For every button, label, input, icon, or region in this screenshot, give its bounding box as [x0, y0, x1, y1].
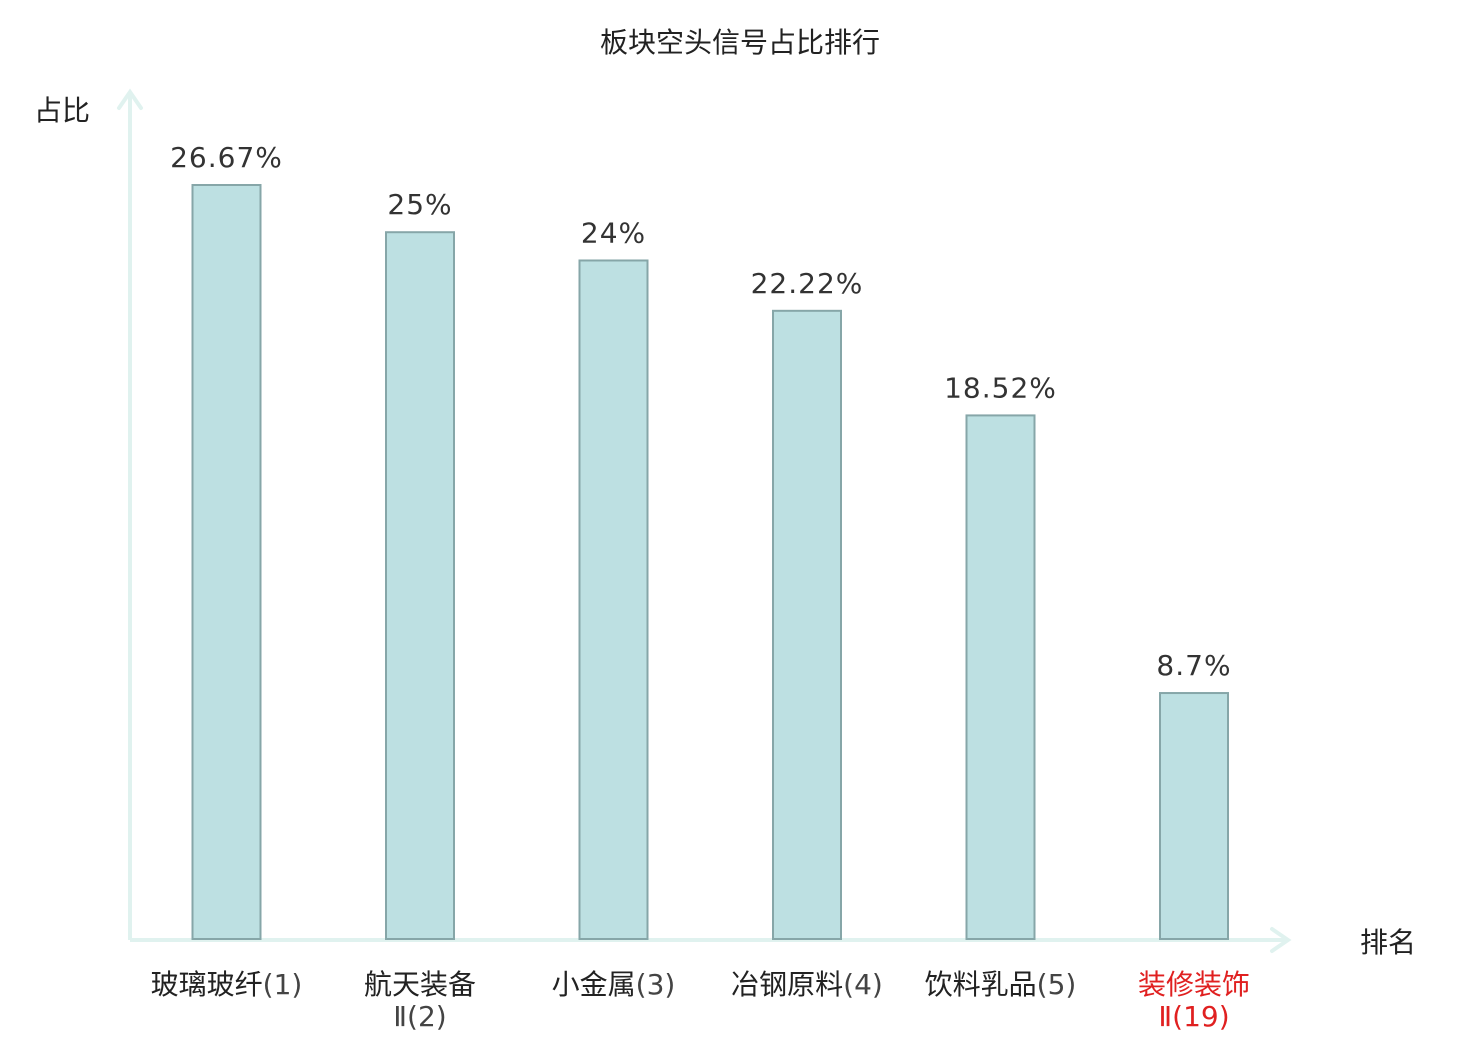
x-axis-label: 排名 — [1360, 926, 1416, 959]
category-name-1: 玻璃玻纤(1) — [151, 968, 303, 1001]
category-name-4: 冶钢原料(4) — [731, 968, 883, 1001]
bar-5 — [965, 414, 1036, 940]
value-label-6: 8.7% — [1156, 649, 1231, 682]
category-name-5: 饮料乳品(5) — [925, 968, 1077, 1001]
category-label-3: 小金属(3) — [552, 968, 676, 1001]
chart-title: 板块空头信号占比排行 — [600, 26, 880, 59]
bar-2 — [385, 231, 455, 940]
value-label-3: 24% — [581, 216, 646, 249]
category-rank-3: (3) — [636, 968, 676, 1001]
bar-3 — [578, 259, 649, 940]
bar-4 — [772, 309, 842, 940]
y-axis-arrow — [117, 88, 143, 110]
bars-group — [191, 184, 1229, 941]
value-labels-group: 26.67% 25% 24% 22.22% 18.52% 8.7% — [170, 141, 1231, 682]
category-rank-1: (1) — [263, 968, 303, 1001]
value-label-1: 26.67% — [170, 141, 283, 174]
category-rank-5: (5) — [1037, 968, 1077, 1001]
category-rank-2: Ⅱ(2) — [393, 1000, 446, 1033]
value-label-5: 18.52% — [944, 371, 1057, 404]
y-axis-label: 占比 — [34, 94, 90, 127]
category-label-4: 冶钢原料(4) — [731, 968, 883, 1001]
bar-1 — [191, 184, 262, 940]
category-name-6: 装修装饰 — [1138, 968, 1250, 1001]
category-name-3: 小金属(3) — [552, 968, 676, 1001]
bar-6 — [1159, 692, 1229, 941]
x-axis-arrow — [1270, 927, 1292, 953]
value-label-2: 25% — [387, 188, 452, 221]
category-label-5: 饮料乳品(5) — [925, 968, 1077, 1001]
value-label-4: 22.22% — [751, 267, 864, 300]
category-rank-6: Ⅱ(19) — [1158, 1000, 1229, 1033]
category-label-1: 玻璃玻纤(1) — [151, 968, 303, 1001]
category-name-2: 航天装备 — [364, 968, 476, 1001]
category-rank-4: (4) — [843, 968, 883, 1001]
